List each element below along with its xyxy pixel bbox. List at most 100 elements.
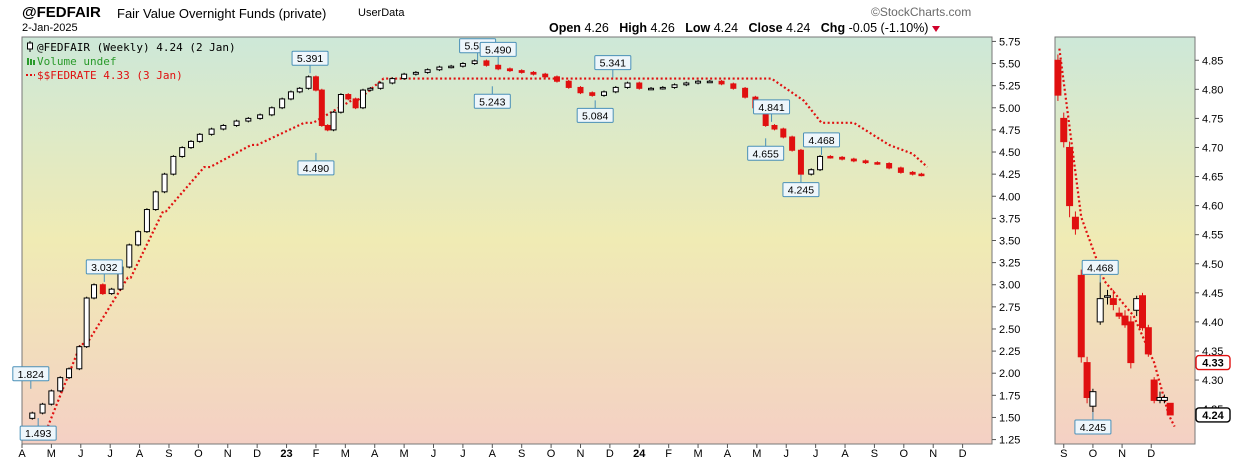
y-tick-label: 3.50	[999, 236, 1020, 248]
candle-down	[312, 76, 319, 91]
candle-up	[152, 191, 159, 211]
candle-down	[352, 98, 359, 109]
zoom-candle-down	[1054, 59, 1062, 96]
down-arrow-icon	[932, 25, 941, 32]
candle-down	[483, 60, 490, 66]
last-value-flag	[1195, 407, 1231, 423]
x-tick-label: M	[693, 448, 702, 460]
candle-up	[305, 76, 312, 89]
zoom-y-tick-label: 4.70	[1202, 142, 1223, 154]
x-tick-label: J	[431, 448, 437, 460]
candle-up	[83, 297, 90, 348]
x-tick-label: J	[107, 448, 113, 460]
candle-up	[612, 86, 619, 93]
annotation-label: 5.391	[297, 53, 323, 65]
y-tick-label: 5.50	[999, 59, 1020, 71]
candle-up	[57, 377, 64, 392]
candle-up	[188, 140, 195, 149]
annotation-label: 5.490	[485, 44, 511, 56]
last-value-label: 4.24	[1202, 410, 1224, 422]
low-value: 4.24	[713, 21, 739, 35]
candle-up	[179, 147, 186, 157]
candle-up	[706, 80, 713, 84]
candle-up	[330, 111, 337, 131]
candle-down	[742, 87, 749, 98]
x-tick-label: D	[606, 448, 614, 460]
zoom-candle-down	[1109, 298, 1117, 305]
y-tick-label: 2.50	[999, 324, 1020, 336]
y-tick-label: 1.50	[999, 412, 1020, 424]
zoom-candle-down	[1144, 327, 1152, 355]
x-tick-label: J	[813, 448, 819, 460]
y-tick-label: 2.25	[999, 346, 1020, 358]
x-tick-label: J	[783, 448, 789, 460]
candle-up	[91, 284, 98, 299]
ohlc-readout: Open 4.26 High 4.26 Low 4.24 Close 4.24 …	[549, 21, 941, 35]
candle-down	[718, 80, 725, 85]
annotation-box	[473, 93, 511, 109]
chg-label: Chg	[820, 21, 846, 35]
chart-date: 2-Jan-2025	[22, 22, 78, 34]
x-tick-label: A	[136, 448, 144, 460]
x-tick-label: F	[313, 448, 320, 460]
candle-up	[601, 91, 607, 96]
zoom-candle-down	[1139, 295, 1146, 329]
annotation-label: 4.245	[1080, 422, 1106, 434]
candle-down	[897, 167, 904, 173]
annotation-box	[85, 259, 123, 275]
candle-up	[436, 66, 443, 71]
zoom-candle-down	[1121, 315, 1129, 326]
y-tick-label: 5.00	[999, 103, 1020, 115]
candle-up	[126, 244, 133, 268]
y-tick-label: 3.00	[999, 280, 1020, 292]
x-tick-label: M	[47, 448, 56, 460]
zoom-y-tick-label: 4.45	[1202, 288, 1223, 300]
y-tick-label: 2.75	[999, 302, 1020, 314]
candle-down	[886, 163, 893, 169]
candle-up	[279, 98, 286, 109]
zoom-candle-down	[1083, 362, 1091, 398]
candle-down	[909, 171, 916, 175]
annotation-box	[291, 50, 329, 66]
x-tick-label: F	[665, 448, 672, 460]
zoom-y-tick-label: 4.65	[1202, 172, 1223, 184]
candle-up	[196, 133, 203, 142]
candle-down	[518, 70, 525, 73]
candle-down	[636, 82, 643, 89]
x-tick-label: A	[371, 448, 379, 460]
x-tick-label: A	[489, 448, 497, 460]
open-value: 4.26	[584, 21, 609, 35]
x-tick-label: D	[253, 448, 261, 460]
candle-down	[780, 128, 787, 138]
candle-up	[245, 117, 252, 122]
zoom-x-tick-label: D	[1147, 448, 1155, 460]
y-tick-label: 4.50	[999, 147, 1020, 159]
zoom-candle-up	[1160, 396, 1168, 401]
candle-up	[337, 94, 344, 113]
candle-up	[817, 155, 824, 171]
legend-volume: Volume undef	[37, 55, 116, 68]
legend-fedfair: @FEDFAIR (Weekly) 4.24 (2 Jan)	[37, 41, 236, 54]
zoom-y-tick-label: 4.85	[1202, 55, 1223, 67]
zoom-x-tick-label: N	[1118, 448, 1126, 460]
zoom-candle-down	[1115, 312, 1123, 317]
candle-up	[66, 368, 73, 379]
chg-value: -0.05 (-1.10%)	[848, 21, 929, 35]
annotation-label: 4.468	[808, 135, 834, 147]
candle-down	[577, 86, 584, 94]
x-tick-label: N	[224, 448, 232, 460]
candle-up	[648, 87, 655, 91]
high-label: High	[619, 21, 647, 35]
zoom-candle-down	[1060, 117, 1068, 143]
y-tick-label: 4.75	[999, 125, 1020, 137]
candle-up	[624, 82, 631, 88]
candle-up	[695, 80, 702, 84]
candle-up	[76, 346, 83, 370]
x-tick-label: M	[400, 448, 409, 460]
brand-link[interactable]: ©StockCharts.com	[871, 5, 972, 19]
x-tick-label: O	[194, 448, 203, 460]
zoom-x-tick-label: O	[1089, 448, 1098, 460]
candle-up	[808, 169, 815, 175]
annotation-label: 1.493	[25, 428, 51, 440]
